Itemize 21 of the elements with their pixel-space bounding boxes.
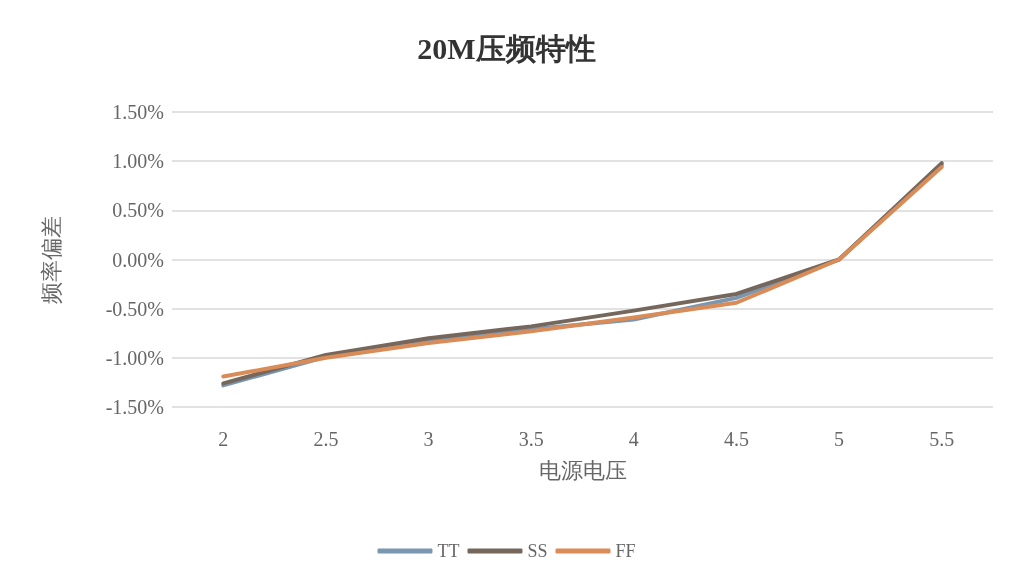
x-tick-label: 3.5	[518, 428, 544, 450]
x-axis-title: 电源电压	[538, 457, 627, 483]
legend-label: TT	[437, 541, 460, 561]
x-tick-label: 4.5	[723, 428, 749, 450]
x-tick-label: 5	[834, 428, 845, 450]
chart-title: 20M压频特性	[417, 31, 596, 65]
x-tick-label: 3	[423, 428, 434, 450]
y-tick-label: 0.50%	[112, 199, 164, 222]
x-tick-label: 2	[218, 428, 229, 450]
legend-label: SS	[527, 541, 548, 561]
y-tick-label: -1.50%	[105, 396, 164, 418]
y-tick-label: -0.50%	[105, 297, 164, 320]
y-tick-label: 1.50%	[112, 101, 164, 123]
x-tick-label: 4	[628, 428, 639, 450]
legend-label: FF	[615, 541, 636, 561]
y-tick-label: -1.00%	[105, 346, 164, 369]
x-tick-label: 5.5	[929, 428, 955, 450]
y-axis-title: 频率偏差	[38, 215, 64, 304]
x-tick-label: 2.5	[313, 428, 339, 450]
y-tick-label: 1.00%	[112, 150, 164, 173]
y-tick-label: 0.00%	[112, 248, 164, 271]
